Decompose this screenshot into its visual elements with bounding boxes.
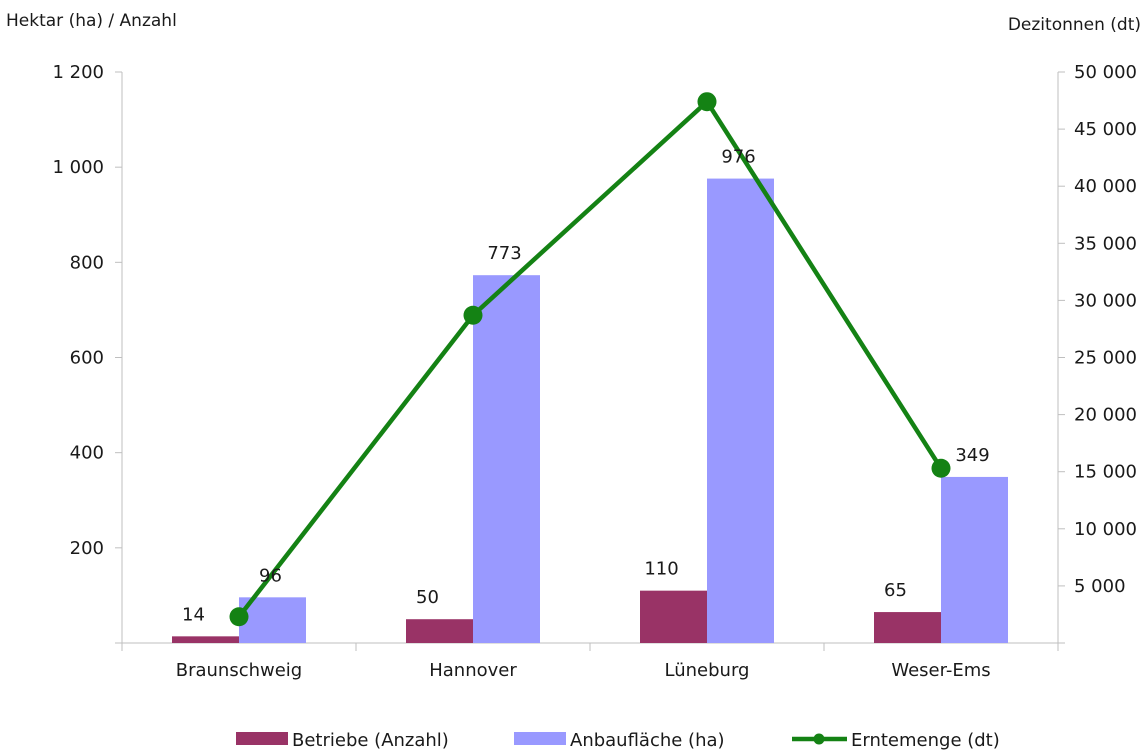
y-left-tick-label: 1 000 (52, 157, 104, 178)
legend-label-erntemenge: Erntemenge (dt) (851, 730, 1000, 751)
bar-value-label: 14 (182, 604, 205, 625)
bar (941, 477, 1008, 643)
legend-label-betriebe: Betriebe (Anzahl) (292, 730, 449, 751)
legend-swatch-betriebe (236, 732, 288, 745)
y-right-tick-label: 50 000 (1074, 62, 1137, 83)
bar (640, 591, 707, 643)
y-left-tick-label: 1 200 (52, 62, 104, 83)
line-point (932, 459, 951, 478)
y-right-tick-label: 5 000 (1074, 576, 1126, 597)
y-right-tick-label: 15 000 (1074, 462, 1137, 483)
line-point (230, 607, 249, 626)
legend-swatch-anbauflaeche (514, 732, 566, 745)
line-series (230, 92, 951, 626)
y-right-tick-label: 20 000 (1074, 405, 1137, 426)
y-right-tick-label: 30 000 (1074, 290, 1137, 311)
line-point (464, 306, 483, 325)
y-axis-right-label: Dezitonnen (dt) (1008, 15, 1141, 35)
line-point (698, 92, 717, 111)
y-right-tick-label: 45 000 (1074, 119, 1137, 140)
x-tick-label: Braunschweig (176, 660, 303, 681)
legend-swatch-erntemenge-marker (814, 734, 825, 745)
bar-value-label: 50 (416, 587, 439, 608)
y-right-tick-label: 10 000 (1074, 519, 1137, 540)
y-right-tick-label: 40 000 (1074, 176, 1137, 197)
y-right-tick-label: 25 000 (1074, 348, 1137, 369)
bars (172, 179, 1008, 643)
bar (473, 275, 540, 643)
bar-value-label: 110 (644, 559, 678, 580)
y-right-tick-label: 35 000 (1074, 233, 1137, 254)
y-left-tick-label: 600 (70, 348, 104, 369)
erntemenge-line (239, 102, 941, 617)
bar (707, 179, 774, 643)
bar-value-label: 349 (955, 445, 989, 466)
y-axis-left-label: Hektar (ha) / Anzahl (6, 11, 177, 31)
x-tick-label: Weser-Ems (891, 660, 990, 681)
bar-value-label: 65 (884, 580, 907, 601)
bar-value-label: 976 (721, 147, 755, 168)
legend: Betriebe (Anzahl) Anbaufläche (ha) Ernteme… (236, 730, 1000, 751)
x-tick-label: Hannover (429, 660, 517, 681)
bar-value-label: 96 (259, 565, 282, 586)
y-left-tick-label: 400 (70, 443, 104, 464)
x-tick-label: Lüneburg (665, 660, 750, 681)
y-left-tick-label: 200 (70, 538, 104, 559)
bar-value-label: 773 (487, 243, 521, 264)
data-labels: 14 50 110 65 96 773 976 349 (182, 147, 990, 626)
bar (172, 636, 239, 643)
bar (874, 612, 941, 643)
bar (406, 619, 473, 643)
legend-label-anbauflaeche: Anbaufläche (ha) (570, 730, 725, 751)
y-left-tick-label: 800 (70, 252, 104, 273)
